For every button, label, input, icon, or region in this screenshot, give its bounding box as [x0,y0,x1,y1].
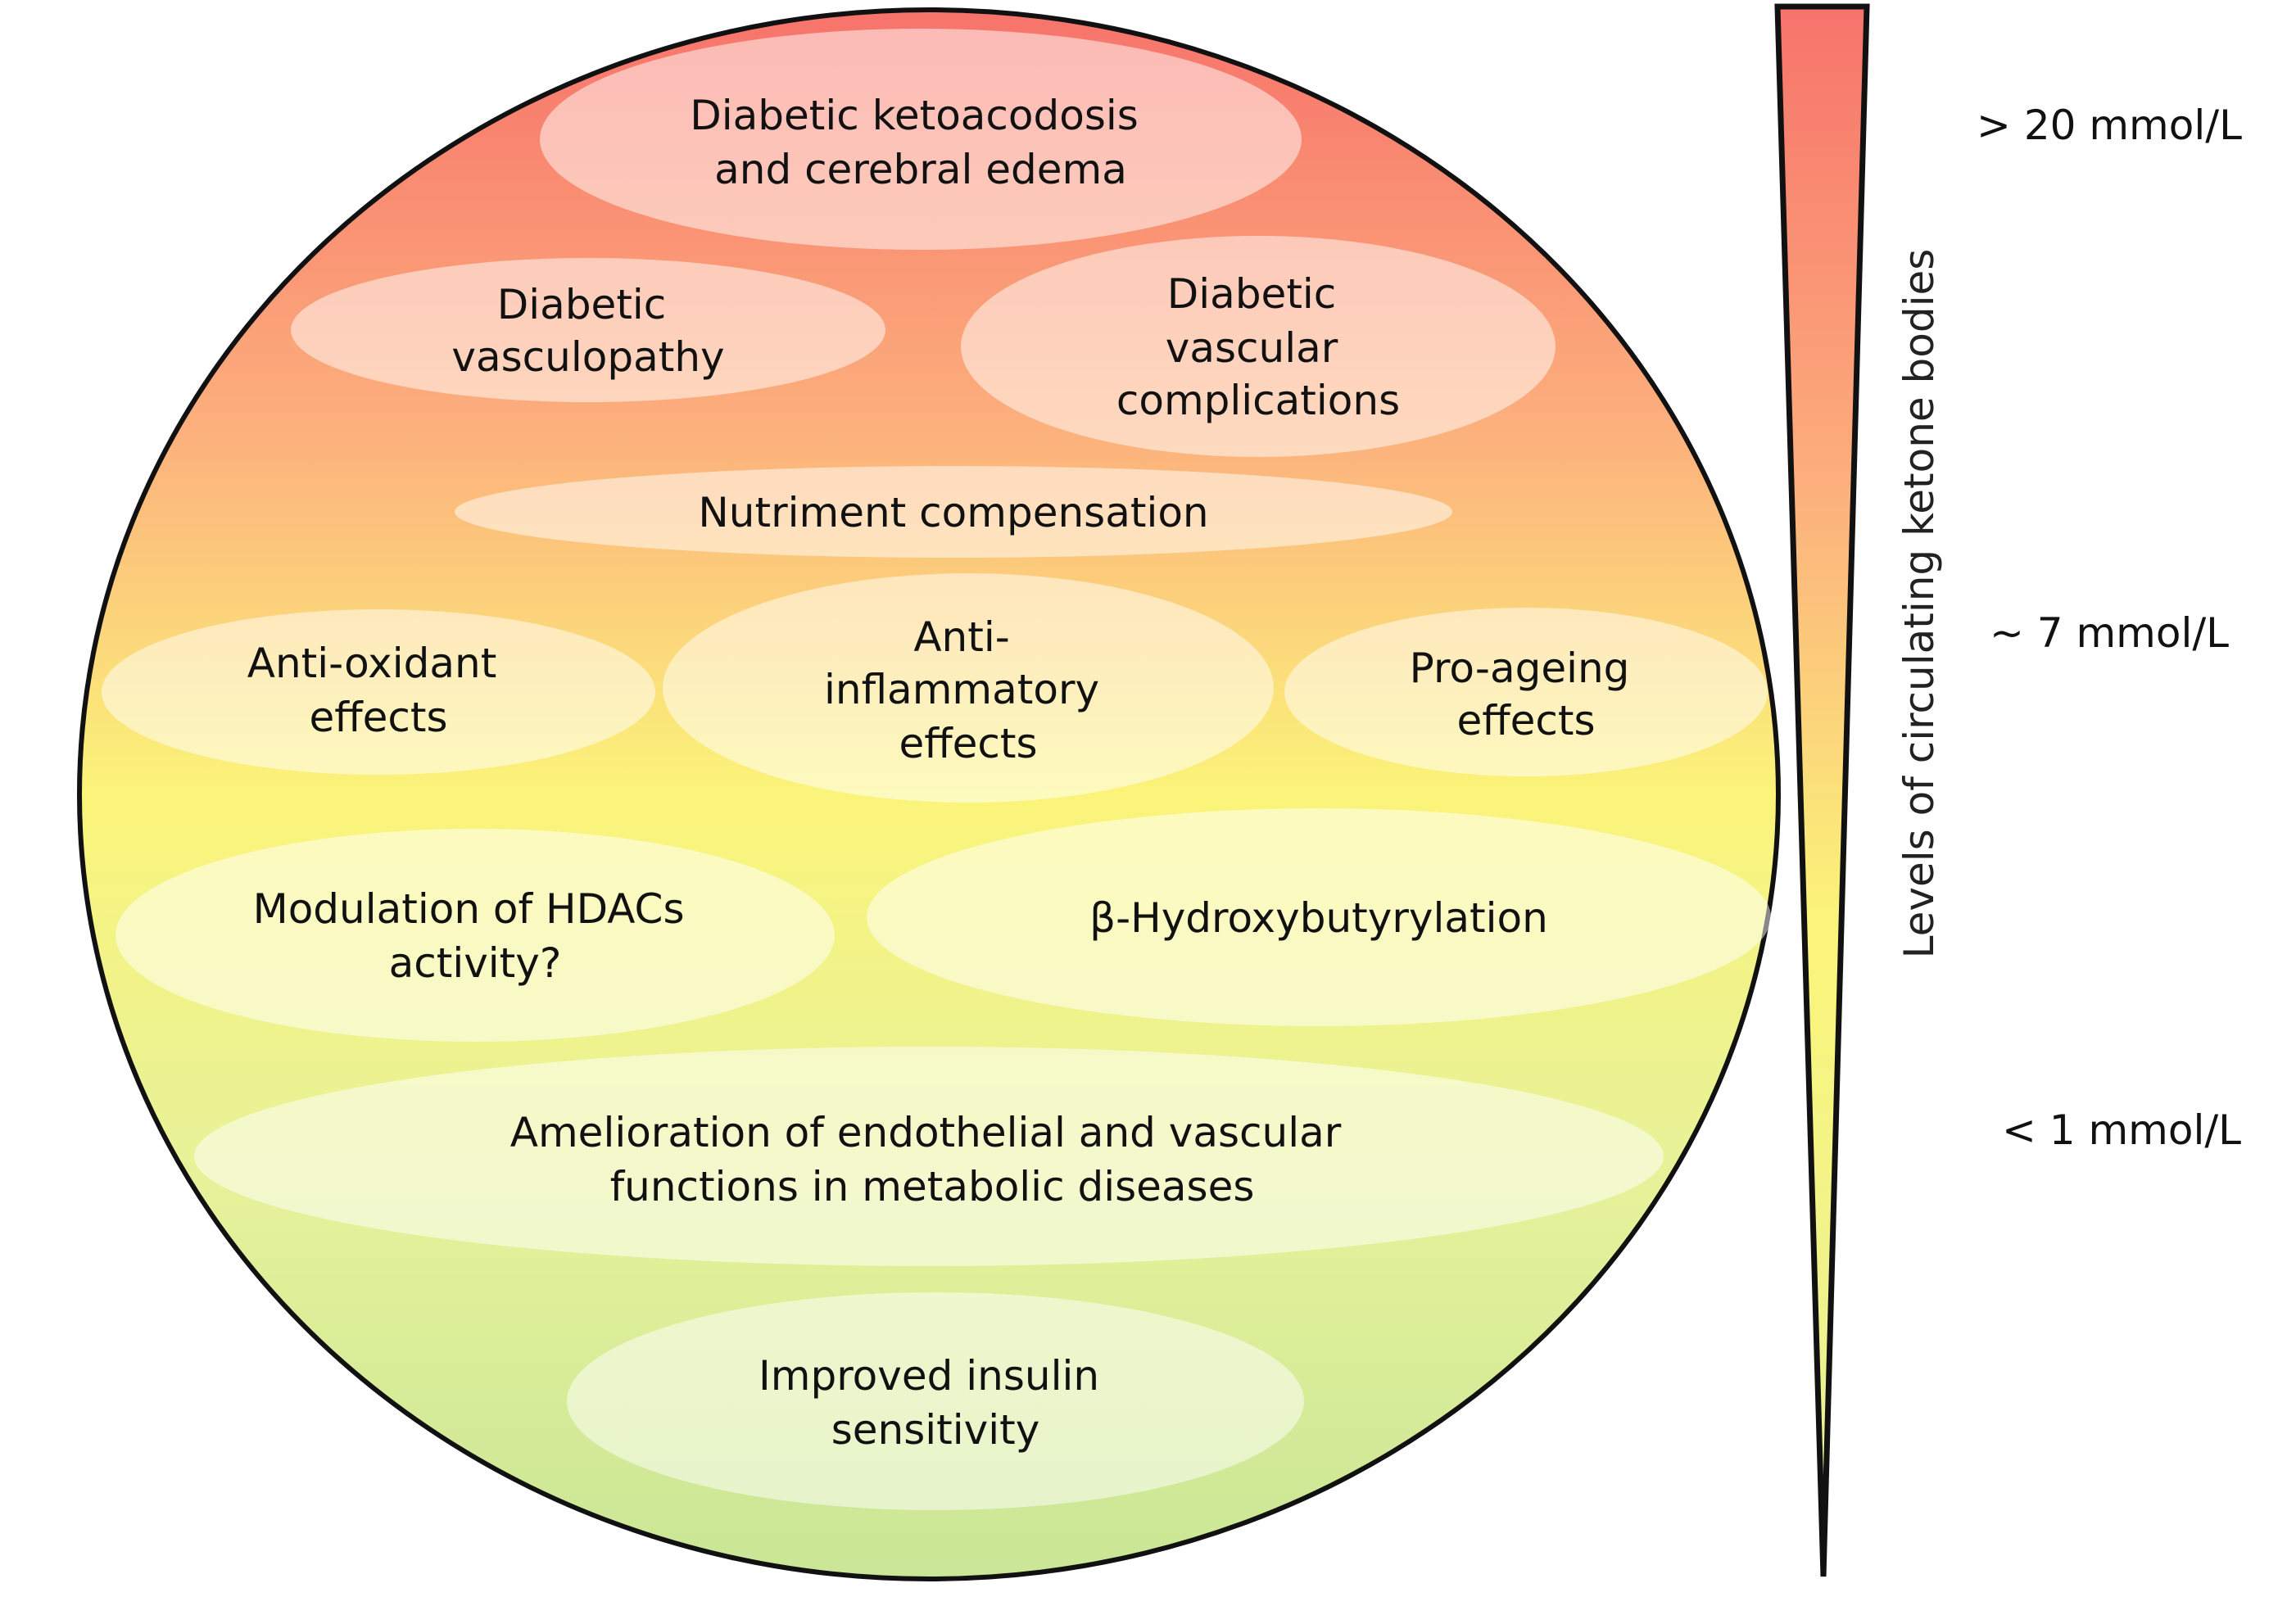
ellipse-shape [663,573,1274,803]
ellipse-line: Diabetic ketoacodosis [690,92,1139,139]
level-label-low: < 1 mmol/L [2002,1106,2241,1154]
ellipse-line: Diabetic [497,281,667,328]
ellipse-diabetic-vascular-complications: Diabetic vascular complications [961,236,1556,457]
ellipse-line: functions in metabolic diseases [610,1163,1255,1210]
ellipse-amelioration-endothelial: Amelioration of endothelial and vascular… [194,1047,1664,1266]
ellipse-shape [1284,608,1768,776]
svg-text:Anti-oxidant effects: Anti-oxidant effects [247,640,509,741]
ellipse-improved-insulin-sensitivity: Improved insulin sensitivity [567,1292,1304,1510]
ellipse-line: inflammatory [824,666,1099,713]
ellipse-shape [567,1292,1304,1510]
ellipse-line: Nutriment compensation [698,489,1208,536]
ellipse-shape [115,829,835,1042]
ellipse-pro-ageing-effects: Pro-ageing effects [1284,608,1768,776]
ellipse-shape [961,236,1556,457]
svg-text:β-Hydroxybutyrylation: β-Hydroxybutyrylation [1089,894,1548,942]
ellipse-line: activity? [389,939,562,987]
svg-text:Pro-ageing effects: Pro-ageing effects [1410,645,1643,744]
ellipse-line: vascular [1166,324,1338,372]
svg-text:Modulation of HDACs ac: Modulation of HDACs activity? [253,885,698,987]
ellipse-line: Pro-ageing [1410,645,1630,692]
ellipse-nutriment-compensation: Nutriment compensation [455,466,1452,558]
ellipse-line: sensitivity [831,1406,1040,1454]
ellipse-beta-hydroxybutyrylation: β-Hydroxybutyrylation [867,808,1771,1026]
ellipse-line: effects [1456,697,1595,744]
ellipse-line: complications [1116,377,1400,424]
ellipse-line: Modulation of HDACs [253,885,685,933]
ellipse-line: Anti- [913,613,1009,661]
svg-text:Improved insulin sensi: Improved insulin sensitivity [759,1352,1112,1454]
ellipse-line: Diabetic [1167,270,1337,318]
ketone-axis-label: Levels of circulating ketone bodies [1895,249,1943,959]
level-label-high: > 20 mmol/L [1977,102,2242,149]
ellipse-shape [455,466,1452,558]
ellipse-shape [867,808,1771,1026]
svg-text:Diabetic vascular: Diabetic vascular complications [1116,270,1400,424]
ellipse-line: effects [899,720,1037,767]
ellipse-line: Improved insulin [759,1352,1099,1400]
ellipse-shape [102,609,655,775]
ellipse-line: effects [309,694,447,741]
ellipse-anti-inflammatory-effects: Anti- inflammatory effects [663,573,1274,803]
ellipse-anti-oxidant-effects: Anti-oxidant effects [102,609,655,775]
ellipse-modulation-hdacs: Modulation of HDACs activity? [115,829,835,1042]
svg-text:Diabetic ketoacodosis: Diabetic ketoacodosis and cerebral edema [690,92,1152,193]
svg-text:Diabetic vasculopathy: Diabetic vasculopathy [451,281,724,381]
ellipse-line: Anti-oxidant [247,640,497,687]
ellipse-line: Amelioration of endothelial and vascular [510,1109,1342,1156]
ellipse-shape [540,29,1302,250]
svg-text:Nutriment compensation: Nutriment compensation [698,489,1208,536]
ellipse-line: vasculopathy [451,333,724,381]
ellipse-shape [291,258,885,402]
ellipse-line: β-Hydroxybutyrylation [1089,894,1548,942]
ketone-level-triangle [1774,3,1870,1577]
ellipse-diabetic-ketoacidosis: Diabetic ketoacodosis and cerebral edema [540,29,1302,250]
svg-text:Amelioration of endothelial an: Amelioration of endothelial and vascular… [510,1109,1354,1210]
svg-text:Anti- inflammatory: Anti- inflammatory effects [824,613,1112,767]
level-label-mid: ~ 7 mmol/L [1990,609,2229,657]
ellipse-shape [194,1047,1664,1266]
ellipse-line: and cerebral edema [714,146,1127,193]
ellipse-layer: Diabetic ketoacodosis and cerebral edema… [102,29,1771,1510]
ellipse-diabetic-vasculopathy: Diabetic vasculopathy [291,258,885,402]
